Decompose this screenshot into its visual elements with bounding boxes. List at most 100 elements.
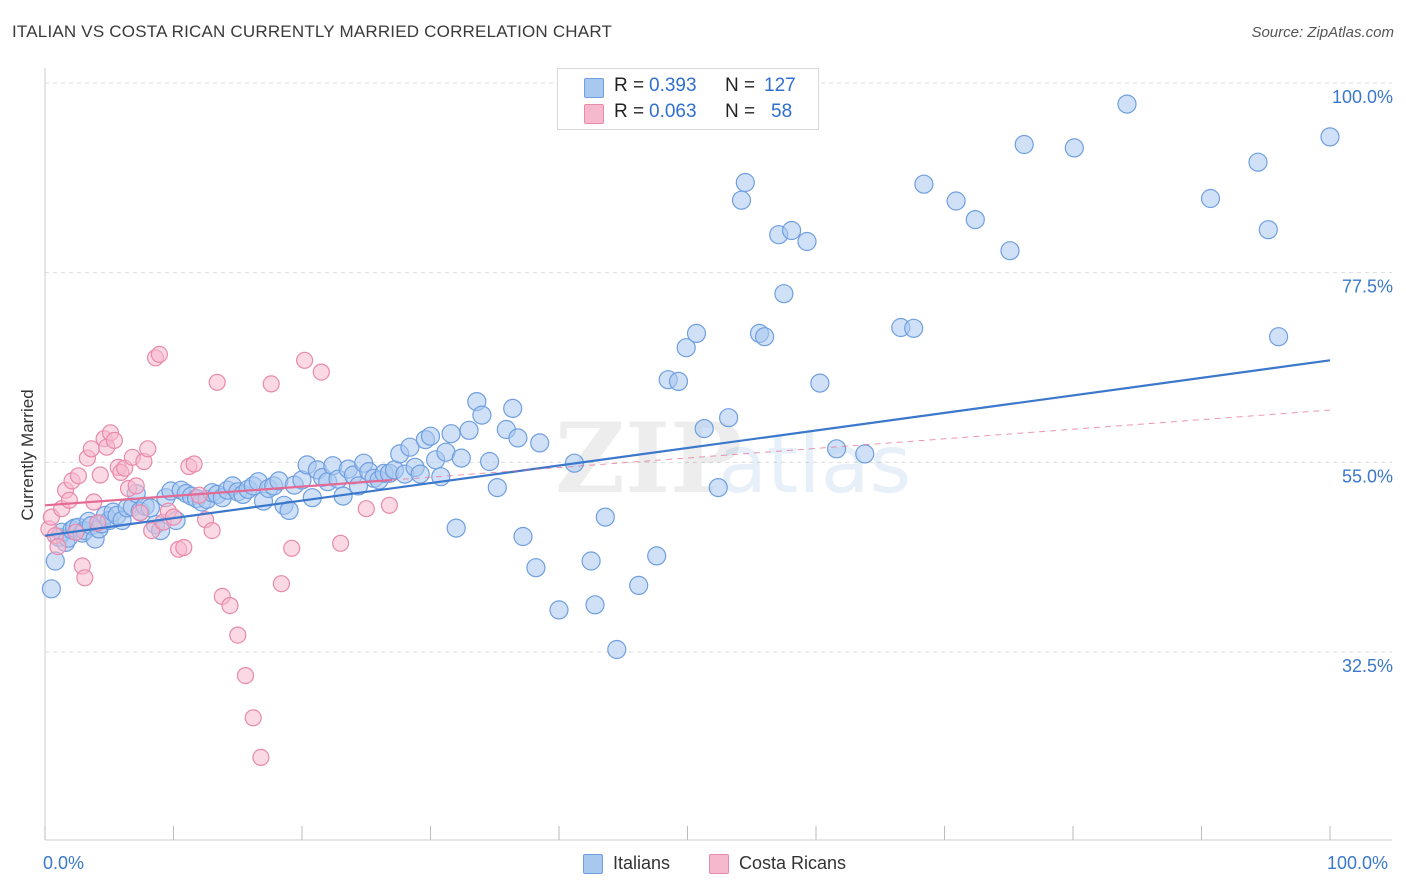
data-point-italians: [400, 437, 420, 457]
data-point-italians: [1014, 134, 1034, 155]
data-point-costa-ricans: [185, 455, 203, 473]
stats-row-costa-ricans: R = 0.063 N = 58: [558, 101, 818, 127]
trendline-italians: [44, 359, 1331, 537]
data-point-italians: [797, 231, 817, 252]
data-point-italians: [754, 327, 775, 347]
data-point-italians: [708, 478, 728, 498]
data-point-italians: [668, 371, 689, 391]
data-point-costa-ricans: [236, 666, 255, 685]
data-point-italians: [607, 639, 627, 660]
y-tick-label: 100.0%: [1332, 87, 1393, 107]
data-point-italians: [855, 444, 875, 464]
data-point-italians: [686, 323, 707, 343]
data-point-italians: [1064, 138, 1084, 158]
correlation-stats-box: R = 0.393 N = 127 R = 0.063 N = 58: [557, 68, 819, 130]
data-point-italians: [508, 428, 528, 448]
data-point-italians: [735, 172, 755, 193]
data-point-italians: [446, 518, 466, 538]
data-point-italians: [480, 451, 500, 472]
data-point-costa-ricans: [60, 491, 79, 509]
chart-title: ITALIAN VS COSTA RICAN CURRENTLY MARRIED…: [12, 22, 613, 41]
stats-n-value: 127: [764, 75, 796, 96]
data-point-italians: [676, 338, 696, 358]
data-point-italians: [530, 433, 550, 453]
trendline-costa-ricans: [44, 478, 393, 507]
data-point-italians: [1258, 220, 1278, 240]
data-point-italians: [1320, 127, 1340, 147]
stats-row-italians: R = 0.393 N = 127: [558, 75, 818, 101]
data-point-italians: [1000, 241, 1020, 261]
data-point-costa-ricans: [91, 466, 109, 484]
watermark-zip: ZIP: [555, 402, 742, 515]
stats-r-value: 0.393: [649, 75, 697, 96]
chart-legend: Italians Costa Ricans: [0, 851, 1406, 877]
y-tick-labels: 100.0% 77.5% 55.0% 32.5%: [1332, 87, 1393, 676]
data-point-italians: [526, 558, 546, 578]
data-point-italians: [472, 405, 492, 425]
data-point-italians: [595, 507, 615, 527]
data-point-costa-ricans: [127, 477, 145, 495]
data-point-costa-ricans: [208, 373, 226, 391]
data-point-costa-ricans: [131, 504, 149, 522]
data-point-italians: [694, 419, 714, 439]
stats-r-value: 0.063: [649, 101, 697, 122]
data-point-italians: [781, 220, 802, 241]
data-point-costa-ricans: [252, 748, 270, 767]
data-point-italians: [965, 210, 985, 230]
data-point-italians: [451, 448, 471, 468]
data-point-italians: [487, 478, 507, 498]
data-point-italians: [410, 464, 430, 484]
stats-n-value: 58: [771, 101, 793, 122]
data-point-costa-ricans: [139, 440, 157, 458]
data-point-italians: [774, 284, 794, 304]
data-point-italians: [718, 408, 739, 428]
data-point-italians: [1268, 327, 1289, 347]
stats-n-label: N =: [725, 101, 756, 122]
stats-swatch-costa-ricans: [584, 104, 604, 124]
data-point-italians: [629, 575, 649, 596]
chart-source: Source: ZipAtlas.com: [1251, 24, 1394, 41]
data-point-italians: [513, 526, 533, 547]
data-point-italians: [826, 439, 847, 459]
watermark-atlas: atlas: [718, 418, 911, 511]
data-point-costa-ricans: [272, 575, 290, 593]
data-point-italians: [41, 579, 62, 599]
data-point-costa-ricans: [357, 500, 375, 518]
data-point-italians: [1117, 94, 1137, 114]
data-point-costa-ricans: [150, 345, 168, 363]
axes: [44, 68, 1392, 841]
stats-r-label: R =: [614, 75, 645, 96]
data-point-italians: [549, 600, 569, 620]
trendline-costa-ricans-extension: [391, 409, 1331, 481]
data-point-costa-ricans: [105, 431, 124, 449]
legend-swatch-costa-ricans: [709, 854, 729, 874]
data-point-italians: [503, 398, 523, 418]
legend-label-costa-ricans: Costa Ricans: [739, 853, 847, 873]
data-point-costa-ricans: [244, 709, 262, 727]
data-point-costa-ricans: [203, 521, 221, 540]
data-point-italians: [731, 190, 752, 210]
stats-n-label: N =: [725, 75, 756, 96]
stats-r-label: R =: [614, 101, 645, 122]
data-point-italians: [1200, 188, 1221, 209]
data-point-costa-ricans: [332, 534, 350, 552]
grid-lines: [45, 82, 1392, 653]
legend-label-italians: Italians: [613, 853, 671, 873]
data-point-italians: [647, 546, 667, 566]
y-tick-label: 55.0%: [1342, 466, 1393, 486]
data-point-costa-ricans: [229, 626, 247, 644]
x-tick-label-max: 100.0%: [1327, 853, 1389, 873]
data-point-italians: [914, 174, 934, 194]
data-point-italians: [420, 426, 441, 446]
data-point-italians: [904, 318, 924, 338]
data-point-costa-ricans: [283, 539, 301, 557]
data-point-italians: [810, 373, 830, 393]
data-point-costa-ricans: [221, 596, 239, 615]
data-point-italians: [581, 551, 601, 571]
data-point-italians: [441, 424, 461, 444]
data-point-costa-ricans: [380, 496, 398, 514]
data-point-costa-ricans: [76, 569, 94, 587]
data-point-costa-ricans: [296, 351, 314, 369]
